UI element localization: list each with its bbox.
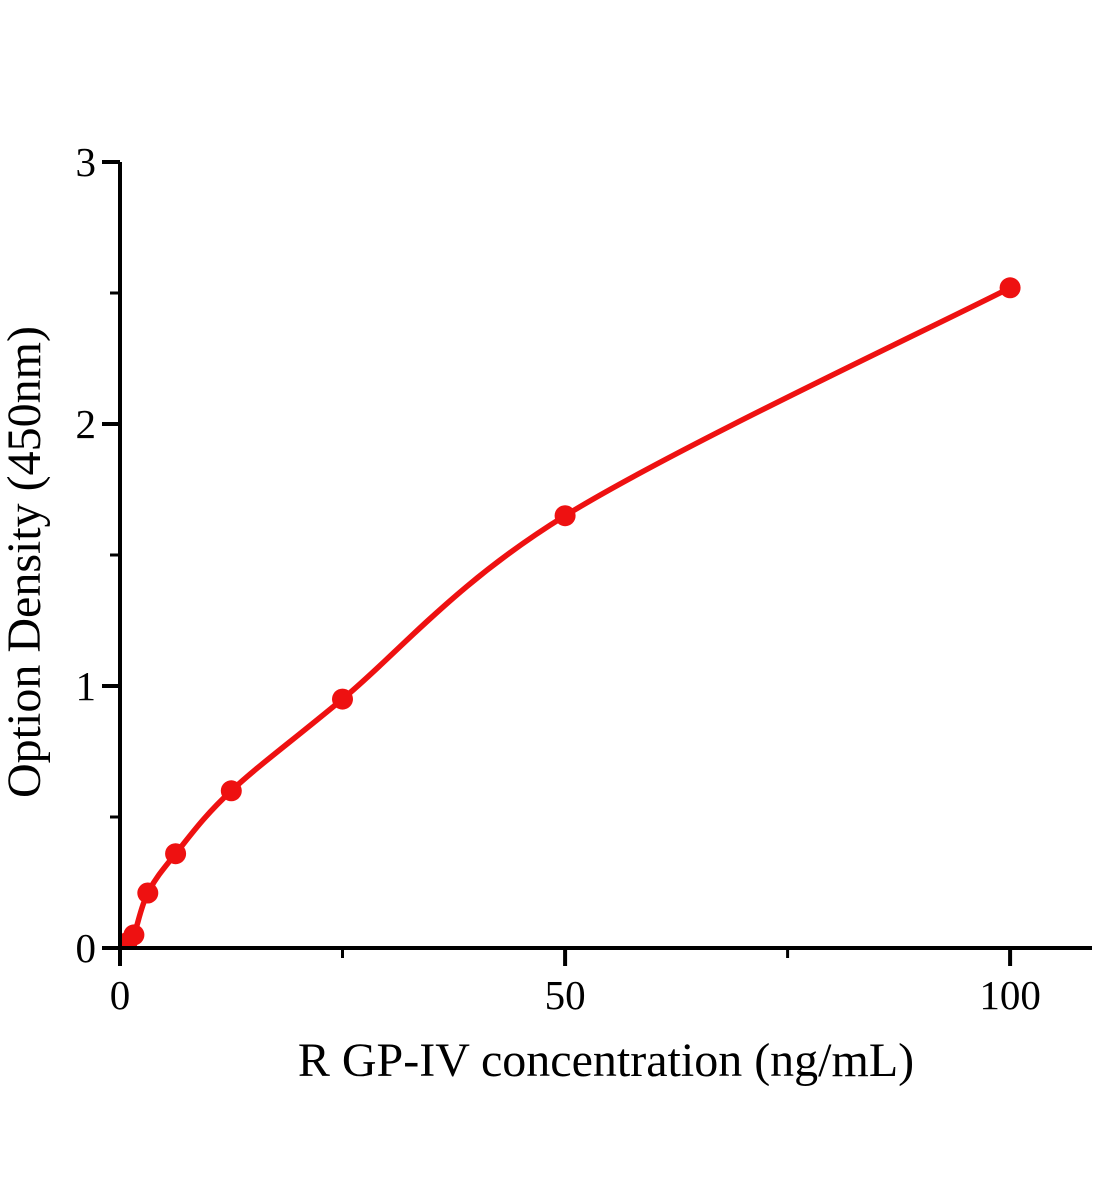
- y-tick-label: 2: [76, 401, 97, 447]
- y-tick-label: 1: [76, 663, 97, 709]
- data-point-marker: [332, 688, 353, 710]
- data-point-marker: [123, 924, 145, 946]
- data-point-marker: [999, 277, 1021, 299]
- y-tick-label: 0: [76, 925, 97, 971]
- data-point-marker: [554, 505, 576, 527]
- series-layer: [122, 277, 1021, 946]
- x-tick-label: 50: [545, 972, 586, 1018]
- data-point-marker: [220, 780, 242, 802]
- data-point-marker: [137, 882, 159, 904]
- data-point-marker: [165, 843, 187, 865]
- y-axis-title: Option Density (450nm): [0, 326, 51, 798]
- x-tick-label: 100: [979, 972, 1041, 1018]
- y-tick-label: 3: [76, 139, 97, 185]
- x-tick-label: 0: [110, 972, 131, 1018]
- standard-curve-line: [124, 285, 1013, 946]
- x-axis-title: R GP-IV concentration (ng/mL): [298, 1034, 914, 1087]
- axes-layer: 0 50 100 0 1 2 3: [76, 139, 1092, 1018]
